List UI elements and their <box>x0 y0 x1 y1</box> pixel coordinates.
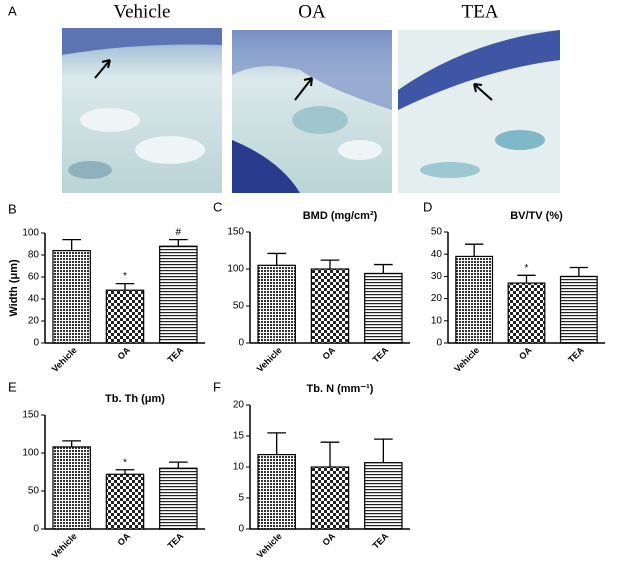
annotation: * <box>525 263 529 274</box>
x-tick-label: TEA <box>166 531 186 551</box>
panel-letter: F <box>213 379 221 394</box>
x-tick-label: TEA <box>371 345 391 365</box>
x-tick-label: Vehicle <box>255 345 284 374</box>
y-tick-label: 150 <box>227 227 244 238</box>
panel-letter: C <box>213 199 222 214</box>
x-tick-label: OA <box>115 345 132 362</box>
chart-title: Tb. N (mm⁻¹) <box>307 383 374 395</box>
x-tick-label: Vehicle <box>50 531 79 560</box>
error-bar <box>115 282 135 291</box>
x-tick-label: TEA <box>166 345 186 365</box>
x-tick-label: Vehicle <box>255 531 284 560</box>
y-tick-label: 50 <box>28 486 40 497</box>
error-bar <box>169 238 188 247</box>
y-tick-label: 10 <box>233 462 245 473</box>
error-bar <box>569 266 588 277</box>
error-bar <box>517 274 536 284</box>
image-label: Vehicle <box>114 1 171 22</box>
y-axis-label: Width (μm) <box>8 259 20 317</box>
x-tick-label: Vehicle <box>50 345 79 374</box>
error-bar <box>62 238 81 251</box>
panel-letter: D <box>423 199 432 214</box>
bar <box>310 268 350 344</box>
error-bar <box>374 263 393 274</box>
y-tick-label: 40 <box>28 294 40 305</box>
error-bar <box>169 461 188 469</box>
y-tick-label: 80 <box>28 250 40 261</box>
y-tick-label: 30 <box>431 271 443 282</box>
y-tick-label: 0 <box>238 524 244 535</box>
bar <box>105 289 145 344</box>
error-bar <box>115 469 135 475</box>
x-tick-label: TEA <box>566 345 586 365</box>
micrograph <box>398 30 560 193</box>
y-tick-label: 100 <box>22 448 39 459</box>
x-tick-label: TEA <box>371 531 391 551</box>
bar <box>257 264 296 344</box>
x-tick-label: OA <box>320 345 337 362</box>
bar <box>159 245 198 344</box>
panel-letter: E <box>8 379 17 394</box>
annotation: * <box>123 271 127 282</box>
y-tick-label: 20 <box>28 316 40 327</box>
y-tick-label: 0 <box>238 338 244 349</box>
y-tick-label: 15 <box>233 431 245 442</box>
y-tick-label: 20 <box>431 293 443 304</box>
y-tick-label: 0 <box>436 338 442 349</box>
panel-letter: A <box>8 3 17 18</box>
bar <box>159 467 198 530</box>
panel-letter: B <box>8 201 17 216</box>
y-tick-label: 0 <box>33 338 39 349</box>
error-bar <box>267 252 286 266</box>
annotation: # <box>176 227 182 238</box>
bar <box>105 473 145 530</box>
micrograph <box>232 30 392 193</box>
y-tick-label: 5 <box>238 493 244 504</box>
error-bar <box>465 243 484 257</box>
x-tick-label: Vehicle <box>452 345 481 374</box>
y-tick-label: 20 <box>233 400 245 411</box>
error-bar <box>320 259 340 269</box>
x-tick-label: OA <box>320 531 337 548</box>
bar <box>455 255 494 344</box>
bar <box>310 466 350 530</box>
image-label: TEA <box>462 1 499 22</box>
micrograph <box>62 28 222 193</box>
y-tick-label: 100 <box>227 264 244 275</box>
chart-title: BV/TV (%) <box>510 210 563 222</box>
x-tick-label: OA <box>115 531 132 548</box>
y-tick-label: 40 <box>431 249 443 260</box>
bar <box>559 275 598 344</box>
bar <box>364 272 403 344</box>
error-bar <box>320 441 340 467</box>
error-bar <box>267 432 286 455</box>
bar <box>364 462 403 530</box>
bar <box>507 282 546 344</box>
y-tick-label: 100 <box>22 228 39 239</box>
chart-title: BMD (mg/cm²) <box>303 210 378 222</box>
bar <box>52 446 91 530</box>
image-label: OA <box>298 1 326 22</box>
y-tick-label: 50 <box>233 301 245 312</box>
x-tick-label: OA <box>517 345 534 362</box>
y-tick-label: 0 <box>33 524 39 535</box>
error-bar <box>374 438 393 463</box>
annotation: * <box>123 457 127 468</box>
y-tick-label: 60 <box>28 272 40 283</box>
error-bar <box>62 440 81 447</box>
y-tick-label: 150 <box>22 410 39 421</box>
y-tick-label: 10 <box>431 315 443 326</box>
bar <box>257 454 296 530</box>
bar <box>52 250 91 344</box>
chart-title: Tb. Th (μm) <box>105 393 165 405</box>
y-tick-label: 50 <box>431 227 443 238</box>
